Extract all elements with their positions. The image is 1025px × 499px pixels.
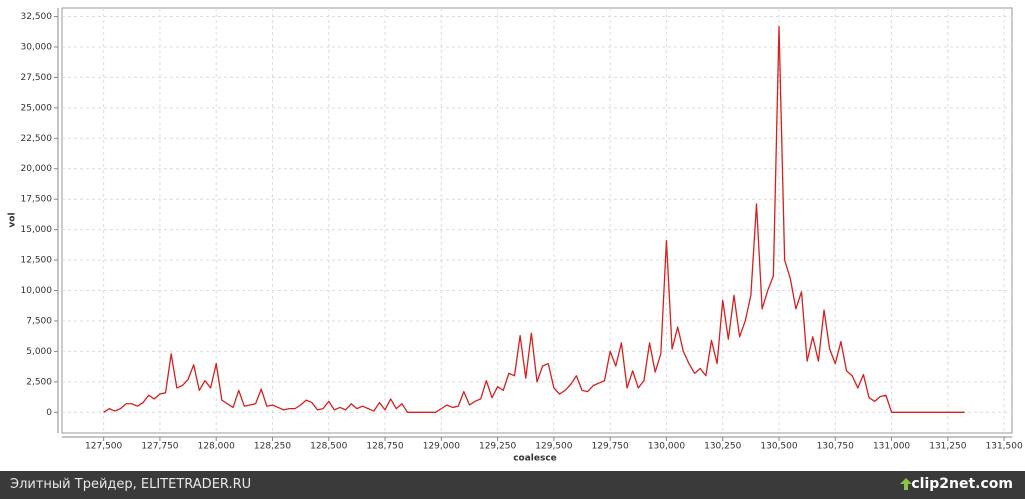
y-tick-label: 15,000: [21, 225, 53, 235]
y-tick-label: 20,000: [21, 164, 53, 174]
y-tick-label: 25,000: [21, 103, 53, 113]
footer-logo: clip2net.com: [911, 476, 1013, 492]
x-tick-label: 130,750: [817, 442, 854, 452]
x-tick-label: 128,250: [254, 442, 291, 452]
y-axis-label: vol: [8, 212, 18, 227]
x-tick-label: 129,000: [423, 442, 460, 452]
x-tick-label: 129,500: [535, 442, 572, 452]
line-series: [103, 25, 965, 413]
y-tick-label: 7,500: [26, 316, 52, 326]
plot-frame: [61, 7, 1013, 434]
y-tick-label: 5,000: [26, 347, 52, 357]
x-tick-label: 129,250: [479, 442, 516, 452]
x-tick-label: 131,000: [873, 442, 910, 452]
x-tick-label: 127,750: [141, 442, 178, 452]
y-tick-label: 12,500: [21, 256, 53, 266]
x-tick-label: 128,500: [310, 442, 347, 452]
x-tick-label: 131,500: [986, 442, 1023, 452]
clip2net-icon: [900, 478, 912, 490]
x-tick-label: 129,750: [592, 442, 629, 452]
x-tick-label: 130,250: [704, 442, 741, 452]
chart: coalesce vol 0 2,500 5,000 7,500 10,000 12,50…: [8, 7, 1023, 464]
y-tick-label: 10,000: [21, 286, 53, 296]
y-tick-label: 0: [46, 408, 52, 418]
y-tick-label: 27,500: [21, 73, 53, 83]
y-tick-label: 30,000: [21, 42, 53, 52]
y-tick-label: 22,500: [21, 134, 53, 144]
y-tick-label: 2,500: [26, 377, 52, 387]
x-tick-label: 128,000: [198, 442, 235, 452]
y-tick-label: 32,500: [21, 12, 53, 22]
x-tick-label: 131,250: [929, 442, 966, 452]
footer-text: Элитный Трейдер, ELITETRADER.RU: [10, 477, 252, 492]
x-tick-label: 130,000: [648, 442, 685, 452]
footer-bar: Элитный Трейдер, ELITETRADER.RU clip2net…: [0, 471, 1025, 499]
x-tick-label: 127,500: [85, 442, 122, 452]
y-tick-label: 17,500: [21, 195, 53, 205]
x-tick-label: 128,750: [366, 442, 403, 452]
x-axis-label: coalesce: [513, 454, 557, 464]
x-tick-label: 130,500: [760, 442, 797, 452]
